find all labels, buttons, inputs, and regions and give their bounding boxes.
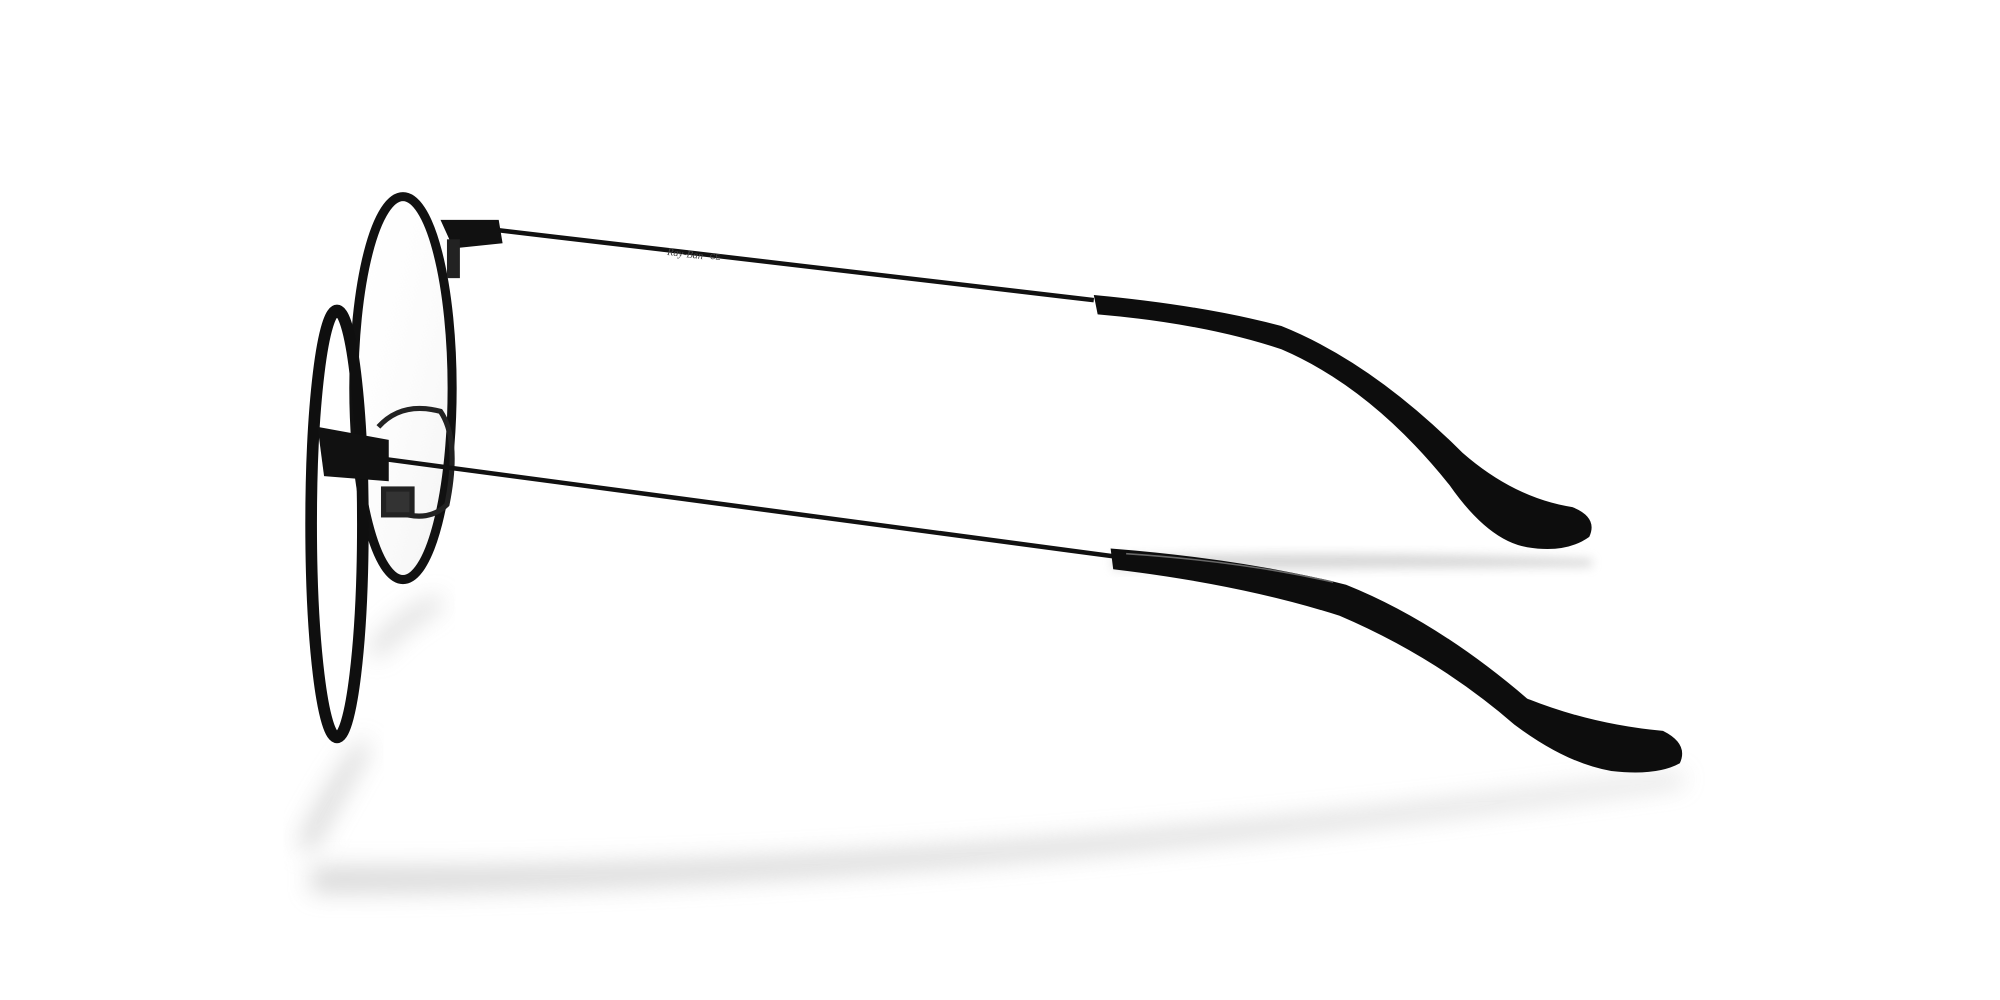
nose-pad	[376, 405, 455, 519]
back-rim	[349, 192, 503, 585]
near-temple	[385, 457, 1683, 773]
temple-mark: CE	[709, 252, 721, 262]
far-temple: Ray-Ban CE	[498, 228, 1592, 550]
temple-logo: Ray-Ban	[666, 247, 704, 262]
front-rim	[305, 304, 389, 744]
